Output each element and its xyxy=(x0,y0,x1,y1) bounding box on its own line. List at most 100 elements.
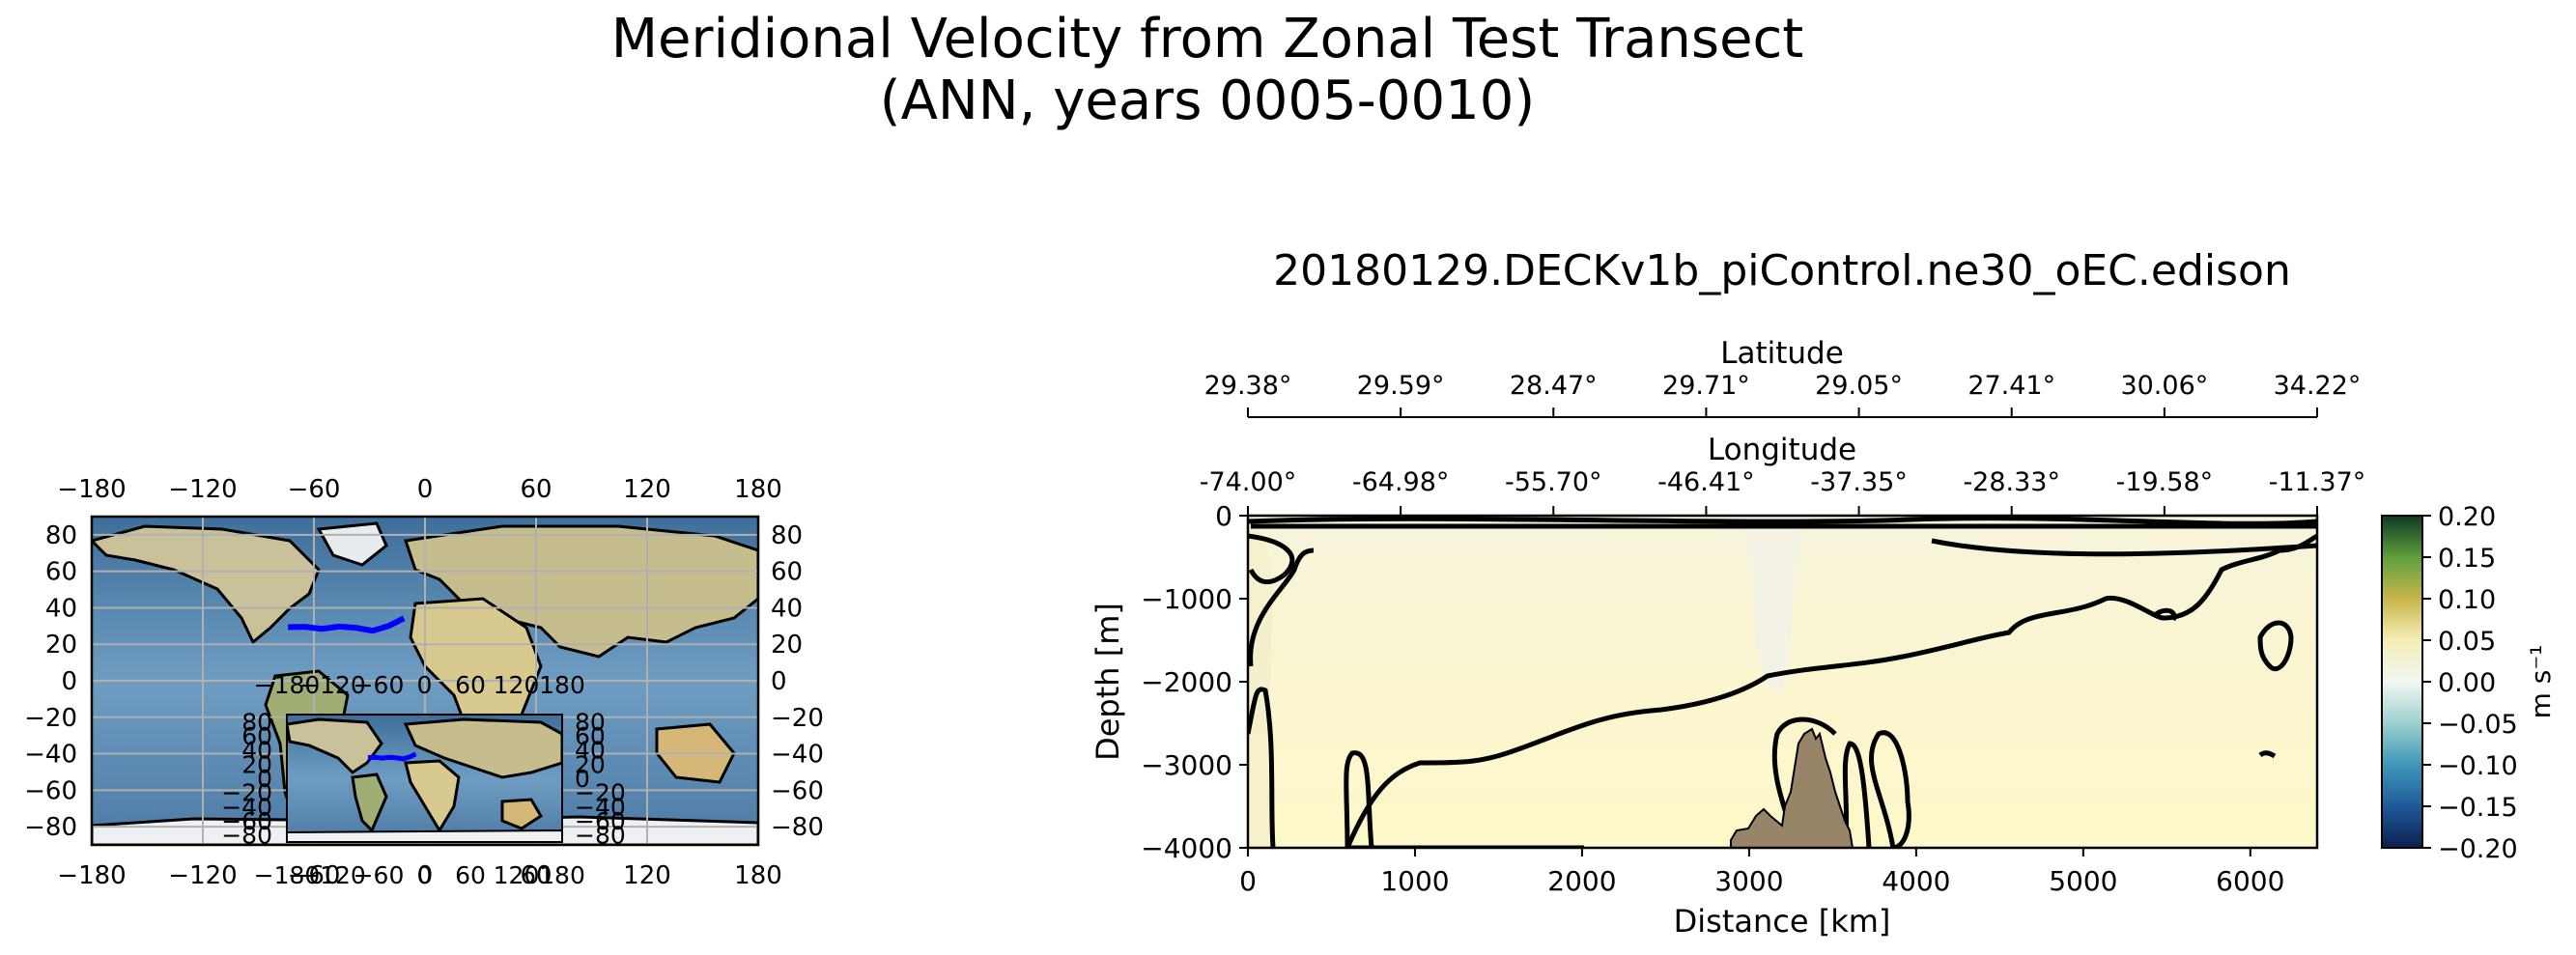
inset-lat-tick-right: −40 xyxy=(575,793,626,821)
colorbar-tick-label: 0.05 xyxy=(2438,627,2496,657)
map-lat-tick-right: −60 xyxy=(771,776,824,805)
longitude-tick-label: -64.98° xyxy=(1352,467,1450,497)
section-y-tick-label: −1000 xyxy=(1141,583,1232,615)
longitude-tick-label: -46.41° xyxy=(1657,467,1755,497)
latitude-tick-label: 29.05° xyxy=(1815,371,1903,401)
inset-lat-tick-right: 60 xyxy=(575,722,606,750)
inset-lon-tick-bottom: −180 xyxy=(254,861,321,889)
section-x-tick-label: 2000 xyxy=(1547,865,1616,897)
inset-lon-tick-top: −60 xyxy=(354,671,405,699)
section-x-tick-label: 4000 xyxy=(1882,865,1950,897)
section-y-tick-label: −2000 xyxy=(1141,666,1232,698)
inset-lat-tick-left: 60 xyxy=(241,722,272,750)
inset-lat-tick-left: 40 xyxy=(241,737,272,765)
map-lon-tick-top: −60 xyxy=(288,475,341,504)
map-lon-tick-top: 120 xyxy=(623,475,671,504)
inset-lon-tick-top: −180 xyxy=(254,671,321,699)
longitude-tick-label: -74.00° xyxy=(1200,467,1297,497)
zero-contours xyxy=(1248,516,2317,848)
map-lat-tick-left: 60 xyxy=(45,558,77,587)
inset-lat-tick-left: −60 xyxy=(221,807,272,835)
figure-title-line2: (ANN, years 0005-0010) xyxy=(879,70,1536,132)
bathymetry xyxy=(1730,727,1854,848)
longitude-tick-label: -19.58° xyxy=(2116,467,2214,497)
latitude-tick-label: 30.06° xyxy=(2120,371,2208,401)
map-lon-tick-bottom: 0 xyxy=(417,861,434,890)
inset-lat-tick-right: 20 xyxy=(575,750,606,778)
inset-lon-tick-bottom: 120 xyxy=(494,861,540,889)
map-gridlines xyxy=(92,517,758,845)
inset-land xyxy=(287,717,562,842)
latitude-axis-label: Latitude xyxy=(1720,336,1844,371)
latitude-tick-label: 29.71° xyxy=(1662,371,1750,401)
map-frame xyxy=(90,515,760,847)
section-y-tick-label: −3000 xyxy=(1141,749,1232,781)
inset-lon-tick-bottom: −120 xyxy=(299,861,366,889)
colorbar-ticks: 0.20 0.15 0.10 0.05 0.00 −0.05 −0.10 −0.15 −0.20 xyxy=(2422,502,2518,864)
inset-tick-labels: −180−180−120−120−60−60006060120120180180… xyxy=(221,671,626,889)
inset-lat-tick-left: 0 xyxy=(257,765,272,793)
inset-lon-tick-top: 60 xyxy=(455,671,486,699)
map-lat-tick-left: 80 xyxy=(45,521,77,550)
map-lon-tick-top: −120 xyxy=(168,475,237,504)
latitude-tick-label: 27.41° xyxy=(1967,371,2055,401)
inset-lat-tick-left: −20 xyxy=(221,779,272,807)
map-lat-tick-right: −40 xyxy=(771,741,824,770)
inset-lat-tick-left: 80 xyxy=(241,708,272,736)
transect-line xyxy=(288,615,406,634)
map-lon-tick-bottom: 60 xyxy=(520,861,552,890)
inset-lat-tick-left: −80 xyxy=(221,822,272,850)
colorbar-tick-label: −0.20 xyxy=(2438,834,2518,864)
section-contents xyxy=(1248,516,2317,848)
map-lon-tick-top: −180 xyxy=(57,475,126,504)
section-title: 20180129.DECKv1b_piControl.ne30_oEC.edis… xyxy=(1273,246,2291,295)
longitude-tick-label: -11.37° xyxy=(2269,467,2366,497)
map-lon-tick-top: 60 xyxy=(520,475,552,504)
inset-transect-line xyxy=(367,751,417,762)
latitude-tick-label: 29.59° xyxy=(1357,371,1445,401)
inset-lat-tick-right: −80 xyxy=(575,822,626,850)
inset-lat-tick-left: 20 xyxy=(241,750,272,778)
section-x-ticks: 0 1000 2000 3000 4000 5000 6000 xyxy=(1239,848,2284,897)
longitude-tick-label: -55.70° xyxy=(1505,467,1602,497)
map-lon-tick-bottom: −60 xyxy=(288,861,341,890)
longitude-tick-label: -37.35° xyxy=(1810,467,1908,497)
map-lat-tick-right: −80 xyxy=(771,813,824,842)
section-x-tick-label: 1000 xyxy=(1380,865,1449,897)
inset-lat-tick-right: 0 xyxy=(575,765,590,793)
latitude-tick-label: 29.38° xyxy=(1204,371,1292,401)
map-lat-tick-left: −80 xyxy=(24,813,77,842)
map-lon-tick-top: 180 xyxy=(734,475,782,504)
inset-lon-tick-bottom: 180 xyxy=(539,861,585,889)
longitude-ticks: -74.00° -64.98° -55.70° -46.41° -37.35° -28.3… xyxy=(1200,467,2366,516)
colorbar-tick-label: 0.10 xyxy=(2438,585,2496,615)
map-tick-labels: −180−180−120−120−60−60006060120120180180… xyxy=(24,475,824,890)
section-x-tick-label: 6000 xyxy=(2216,865,2284,897)
map-lon-tick-top: 0 xyxy=(417,475,434,504)
map-lat-tick-left: −40 xyxy=(24,741,77,770)
latitude-tick-label: 28.47° xyxy=(1510,371,1598,401)
inset-lat-tick-right: 80 xyxy=(575,708,606,736)
map-lat-tick-left: 0 xyxy=(61,667,77,696)
colorbar-tick-label: −0.15 xyxy=(2438,793,2518,823)
inset-lon-tick-top: −120 xyxy=(299,671,366,699)
figure-title-line1: Meridional Velocity from Zonal Test Tran… xyxy=(610,8,1804,70)
colorbar-tick-label: 0.15 xyxy=(2438,544,2496,574)
transect-map: −180−180−120−120−60−60006060120120180180… xyxy=(24,475,824,890)
map-lon-tick-bottom: 120 xyxy=(623,861,671,890)
inset-lon-tick-bottom: 60 xyxy=(455,861,486,889)
section-y-ticks: 0 −1000 −2000 −3000 −4000 xyxy=(1141,500,1248,864)
section-xlabel: Distance [km] xyxy=(1674,903,1891,940)
transect-section: 20180129.DECKv1b_piControl.ne30_oEC.edis… xyxy=(1090,246,2557,940)
colorbar xyxy=(2381,515,2423,849)
map-lat-tick-right: 40 xyxy=(771,594,803,623)
section-ylabel: Depth [m] xyxy=(1090,603,1126,761)
inset-lon-tick-bottom: 0 xyxy=(417,861,433,889)
colorbar-tick-label: 0.00 xyxy=(2438,668,2496,698)
latitude-tick-label: 34.22° xyxy=(2274,371,2362,401)
section-x-tick-label: 3000 xyxy=(1714,865,1783,897)
colorbar-label: m s⁻¹ xyxy=(2525,645,2557,719)
colorbar-tick-label: 0.20 xyxy=(2438,502,2496,532)
map-lat-tick-right: 80 xyxy=(771,521,803,550)
